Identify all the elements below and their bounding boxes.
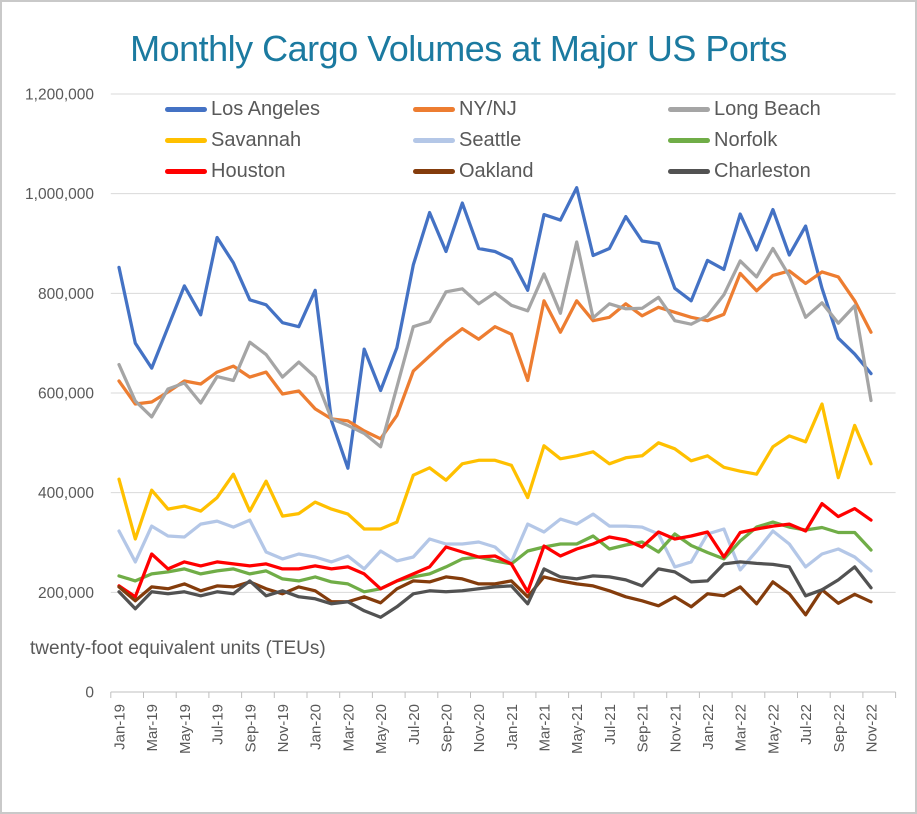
series-line-los-angeles xyxy=(117,186,873,470)
x-tick-label: Mar-20 xyxy=(340,704,357,752)
units-note: twenty-foot equivalent units (TEUs) xyxy=(30,638,326,659)
legend: Los Angeles NY/NJ Long Beach Savannah Seattl… xyxy=(165,98,821,182)
legend-swatch-norfolk xyxy=(668,137,710,143)
y-tick-label: 400,000 xyxy=(38,485,94,502)
legend-swatch-oakland xyxy=(413,168,455,174)
y-tick-label: 1,000,000 xyxy=(25,186,94,203)
series-line-houston xyxy=(117,501,873,599)
legend-swatch-savannah xyxy=(165,137,207,143)
x-tick-label: Jul-22 xyxy=(798,704,815,745)
x-tick-label: Sep-21 xyxy=(635,704,652,752)
legend-item-houston: Houston xyxy=(165,160,413,182)
x-tick-label: May-21 xyxy=(569,704,586,754)
x-tick-label: Jul-19 xyxy=(210,704,227,745)
legend-item-ny-nj: NY/NJ xyxy=(413,98,668,120)
y-tick-label: 800,000 xyxy=(38,286,94,303)
x-tick-label: Nov-20 xyxy=(471,704,488,752)
x-tick-label: Mar-22 xyxy=(733,704,750,752)
y-tick-label: 200,000 xyxy=(38,585,94,602)
x-tick-label: Sep-19 xyxy=(242,704,259,752)
x-tick-label: May-19 xyxy=(177,704,194,754)
legend-label: Los Angeles xyxy=(211,98,320,120)
legend-swatch-houston xyxy=(165,168,207,174)
legend-label: Savannah xyxy=(211,129,302,151)
legend-item-savannah: Savannah xyxy=(165,129,413,151)
x-tick-label: Jul-21 xyxy=(602,704,619,745)
legend-label: Norfolk xyxy=(714,129,778,151)
x-tick-label: May-20 xyxy=(373,704,390,754)
x-tick-label: Jan-21 xyxy=(504,704,521,750)
legend-swatch-charleston xyxy=(668,168,710,174)
legend-label: NY/NJ xyxy=(459,98,517,120)
legend-item-seattle: Seattle xyxy=(413,129,668,151)
series-line-oakland xyxy=(117,575,873,617)
legend-label: Charleston xyxy=(714,160,811,182)
x-tick-label: Jan-19 xyxy=(112,704,129,750)
legend-swatch-los-angeles xyxy=(165,106,207,112)
legend-label: Seattle xyxy=(459,129,522,151)
x-tick-label: Mar-21 xyxy=(537,704,554,752)
legend-item-long-beach: Long Beach xyxy=(668,98,821,120)
legend-item-charleston: Charleston xyxy=(668,160,821,182)
series-line-norfolk xyxy=(117,520,873,594)
legend-label: Houston xyxy=(211,160,286,182)
x-tick-label: Jan-22 xyxy=(700,704,717,750)
x-tick-label: Nov-21 xyxy=(667,704,684,752)
series-line-charleston xyxy=(117,560,873,619)
legend-item-los-angeles: Los Angeles xyxy=(165,98,413,120)
legend-label: Oakland xyxy=(459,160,534,182)
x-tick-label: May-22 xyxy=(765,704,782,754)
y-tick-label: 1,200,000 xyxy=(25,87,94,104)
x-tick-label: Nov-19 xyxy=(275,704,292,752)
x-tick-label: Sep-20 xyxy=(438,704,455,752)
y-tick-label: 0 xyxy=(85,685,94,702)
x-tick-label: Sep-22 xyxy=(831,704,848,752)
legend-item-oakland: Oakland xyxy=(413,160,668,182)
series-line-ny-nj xyxy=(117,269,873,441)
y-tick-label: 600,000 xyxy=(38,386,94,403)
legend-swatch-seattle xyxy=(413,137,455,143)
x-tick-label: Jul-20 xyxy=(406,704,423,745)
series-line-long-beach xyxy=(117,240,873,449)
legend-item-norfolk: Norfolk xyxy=(668,129,821,151)
x-tick-label: Nov-22 xyxy=(864,704,881,752)
legend-swatch-ny-nj xyxy=(413,106,455,112)
chart-title: Monthly Cargo Volumes at Major US Ports xyxy=(130,28,787,69)
series-line-savannah xyxy=(117,402,873,541)
x-tick-label: Jan-20 xyxy=(308,704,325,750)
legend-label: Long Beach xyxy=(714,98,821,120)
legend-swatch-long-beach xyxy=(668,106,710,112)
x-tick-label: Mar-19 xyxy=(144,704,161,752)
